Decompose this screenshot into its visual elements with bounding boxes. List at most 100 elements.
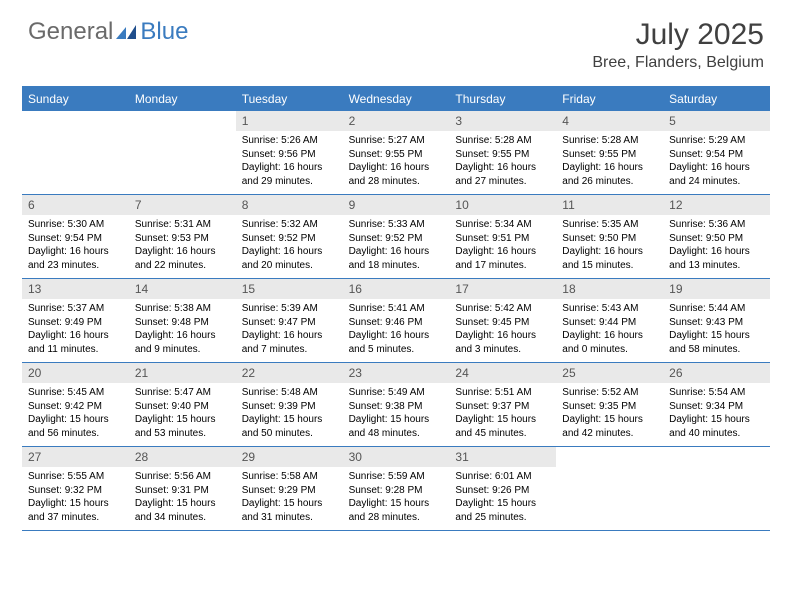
day-number-empty — [556, 447, 663, 467]
daylight-line: Daylight: 16 hours and 11 minutes. — [28, 329, 123, 356]
daylight-line: Daylight: 15 hours and 31 minutes. — [242, 497, 337, 524]
brand-mark-icon — [116, 18, 138, 46]
daylight-line: Daylight: 16 hours and 13 minutes. — [669, 245, 764, 272]
daylight-line: Daylight: 16 hours and 18 minutes. — [349, 245, 444, 272]
day-cell — [556, 447, 663, 530]
day-cell: 14Sunrise: 5:38 AMSunset: 9:48 PMDayligh… — [129, 279, 236, 362]
week-row: 6Sunrise: 5:30 AMSunset: 9:54 PMDaylight… — [22, 195, 770, 279]
sunrise-line: Sunrise: 5:43 AM — [562, 302, 657, 316]
day-cell: 5Sunrise: 5:29 AMSunset: 9:54 PMDaylight… — [663, 111, 770, 194]
day-cell: 8Sunrise: 5:32 AMSunset: 9:52 PMDaylight… — [236, 195, 343, 278]
day-cell: 16Sunrise: 5:41 AMSunset: 9:46 PMDayligh… — [343, 279, 450, 362]
sunset-line: Sunset: 9:40 PM — [135, 400, 230, 414]
day-number: 9 — [343, 195, 450, 215]
day-number: 12 — [663, 195, 770, 215]
day-details: Sunrise: 5:43 AMSunset: 9:44 PMDaylight:… — [556, 299, 663, 356]
day-details: Sunrise: 5:38 AMSunset: 9:48 PMDaylight:… — [129, 299, 236, 356]
day-cell: 15Sunrise: 5:39 AMSunset: 9:47 PMDayligh… — [236, 279, 343, 362]
sunset-line: Sunset: 9:37 PM — [455, 400, 550, 414]
weekday-label: Wednesday — [343, 88, 450, 111]
day-details: Sunrise: 5:32 AMSunset: 9:52 PMDaylight:… — [236, 215, 343, 272]
week-row: 20Sunrise: 5:45 AMSunset: 9:42 PMDayligh… — [22, 363, 770, 447]
day-cell: 23Sunrise: 5:49 AMSunset: 9:38 PMDayligh… — [343, 363, 450, 446]
day-number: 23 — [343, 363, 450, 383]
sunrise-line: Sunrise: 5:29 AM — [669, 134, 764, 148]
weekday-header: SundayMondayTuesdayWednesdayThursdayFrid… — [22, 88, 770, 111]
sunrise-line: Sunrise: 5:32 AM — [242, 218, 337, 232]
sunrise-line: Sunrise: 5:27 AM — [349, 134, 444, 148]
day-details: Sunrise: 5:58 AMSunset: 9:29 PMDaylight:… — [236, 467, 343, 524]
day-details: Sunrise: 5:33 AMSunset: 9:52 PMDaylight:… — [343, 215, 450, 272]
day-number: 16 — [343, 279, 450, 299]
sunset-line: Sunset: 9:39 PM — [242, 400, 337, 414]
weeks-grid: 1Sunrise: 5:26 AMSunset: 9:56 PMDaylight… — [22, 111, 770, 531]
day-details: Sunrise: 5:56 AMSunset: 9:31 PMDaylight:… — [129, 467, 236, 524]
day-number: 24 — [449, 363, 556, 383]
sunset-line: Sunset: 9:45 PM — [455, 316, 550, 330]
sunrise-line: Sunrise: 5:33 AM — [349, 218, 444, 232]
sunrise-line: Sunrise: 5:49 AM — [349, 386, 444, 400]
day-details: Sunrise: 5:49 AMSunset: 9:38 PMDaylight:… — [343, 383, 450, 440]
sunset-line: Sunset: 9:32 PM — [28, 484, 123, 498]
daylight-line: Daylight: 16 hours and 26 minutes. — [562, 161, 657, 188]
sunset-line: Sunset: 9:46 PM — [349, 316, 444, 330]
sunset-line: Sunset: 9:29 PM — [242, 484, 337, 498]
day-number: 15 — [236, 279, 343, 299]
day-details: Sunrise: 5:27 AMSunset: 9:55 PMDaylight:… — [343, 131, 450, 188]
day-number: 21 — [129, 363, 236, 383]
sunset-line: Sunset: 9:26 PM — [455, 484, 550, 498]
weekday-label: Tuesday — [236, 88, 343, 111]
day-details: Sunrise: 5:35 AMSunset: 9:50 PMDaylight:… — [556, 215, 663, 272]
daylight-line: Daylight: 15 hours and 34 minutes. — [135, 497, 230, 524]
brand-logo: General Blue — [28, 18, 188, 46]
daylight-line: Daylight: 15 hours and 58 minutes. — [669, 329, 764, 356]
day-number: 18 — [556, 279, 663, 299]
day-details: Sunrise: 5:26 AMSunset: 9:56 PMDaylight:… — [236, 131, 343, 188]
sunrise-line: Sunrise: 5:28 AM — [562, 134, 657, 148]
day-number: 19 — [663, 279, 770, 299]
month-title: July 2025 — [592, 18, 764, 52]
sunrise-line: Sunrise: 5:35 AM — [562, 218, 657, 232]
sunset-line: Sunset: 9:52 PM — [349, 232, 444, 246]
sunrise-line: Sunrise: 5:59 AM — [349, 470, 444, 484]
sunset-line: Sunset: 9:49 PM — [28, 316, 123, 330]
daylight-line: Daylight: 15 hours and 25 minutes. — [455, 497, 550, 524]
day-cell: 13Sunrise: 5:37 AMSunset: 9:49 PMDayligh… — [22, 279, 129, 362]
daylight-line: Daylight: 16 hours and 0 minutes. — [562, 329, 657, 356]
sunset-line: Sunset: 9:50 PM — [562, 232, 657, 246]
daylight-line: Daylight: 15 hours and 48 minutes. — [349, 413, 444, 440]
sunrise-line: Sunrise: 5:47 AM — [135, 386, 230, 400]
day-number: 11 — [556, 195, 663, 215]
daylight-line: Daylight: 15 hours and 40 minutes. — [669, 413, 764, 440]
day-number: 2 — [343, 111, 450, 131]
day-number: 5 — [663, 111, 770, 131]
sunset-line: Sunset: 9:56 PM — [242, 148, 337, 162]
brand-text-right: Blue — [140, 18, 188, 46]
week-row: 27Sunrise: 5:55 AMSunset: 9:32 PMDayligh… — [22, 447, 770, 531]
sunset-line: Sunset: 9:31 PM — [135, 484, 230, 498]
day-details: Sunrise: 5:51 AMSunset: 9:37 PMDaylight:… — [449, 383, 556, 440]
day-cell: 9Sunrise: 5:33 AMSunset: 9:52 PMDaylight… — [343, 195, 450, 278]
sunrise-line: Sunrise: 5:34 AM — [455, 218, 550, 232]
day-details: Sunrise: 5:47 AMSunset: 9:40 PMDaylight:… — [129, 383, 236, 440]
day-cell: 19Sunrise: 5:44 AMSunset: 9:43 PMDayligh… — [663, 279, 770, 362]
sunrise-line: Sunrise: 5:37 AM — [28, 302, 123, 316]
sunset-line: Sunset: 9:34 PM — [669, 400, 764, 414]
sunrise-line: Sunrise: 5:44 AM — [669, 302, 764, 316]
day-details: Sunrise: 5:44 AMSunset: 9:43 PMDaylight:… — [663, 299, 770, 356]
sunrise-line: Sunrise: 6:01 AM — [455, 470, 550, 484]
sunrise-line: Sunrise: 5:52 AM — [562, 386, 657, 400]
day-details: Sunrise: 5:29 AMSunset: 9:54 PMDaylight:… — [663, 131, 770, 188]
sunset-line: Sunset: 9:55 PM — [562, 148, 657, 162]
daylight-line: Daylight: 16 hours and 3 minutes. — [455, 329, 550, 356]
day-cell: 17Sunrise: 5:42 AMSunset: 9:45 PMDayligh… — [449, 279, 556, 362]
daylight-line: Daylight: 16 hours and 20 minutes. — [242, 245, 337, 272]
weekday-label: Friday — [556, 88, 663, 111]
location-text: Bree, Flanders, Belgium — [592, 54, 764, 72]
weekday-label: Monday — [129, 88, 236, 111]
sunrise-line: Sunrise: 5:31 AM — [135, 218, 230, 232]
day-details: Sunrise: 5:42 AMSunset: 9:45 PMDaylight:… — [449, 299, 556, 356]
day-details: Sunrise: 5:31 AMSunset: 9:53 PMDaylight:… — [129, 215, 236, 272]
day-number: 30 — [343, 447, 450, 467]
day-cell: 4Sunrise: 5:28 AMSunset: 9:55 PMDaylight… — [556, 111, 663, 194]
